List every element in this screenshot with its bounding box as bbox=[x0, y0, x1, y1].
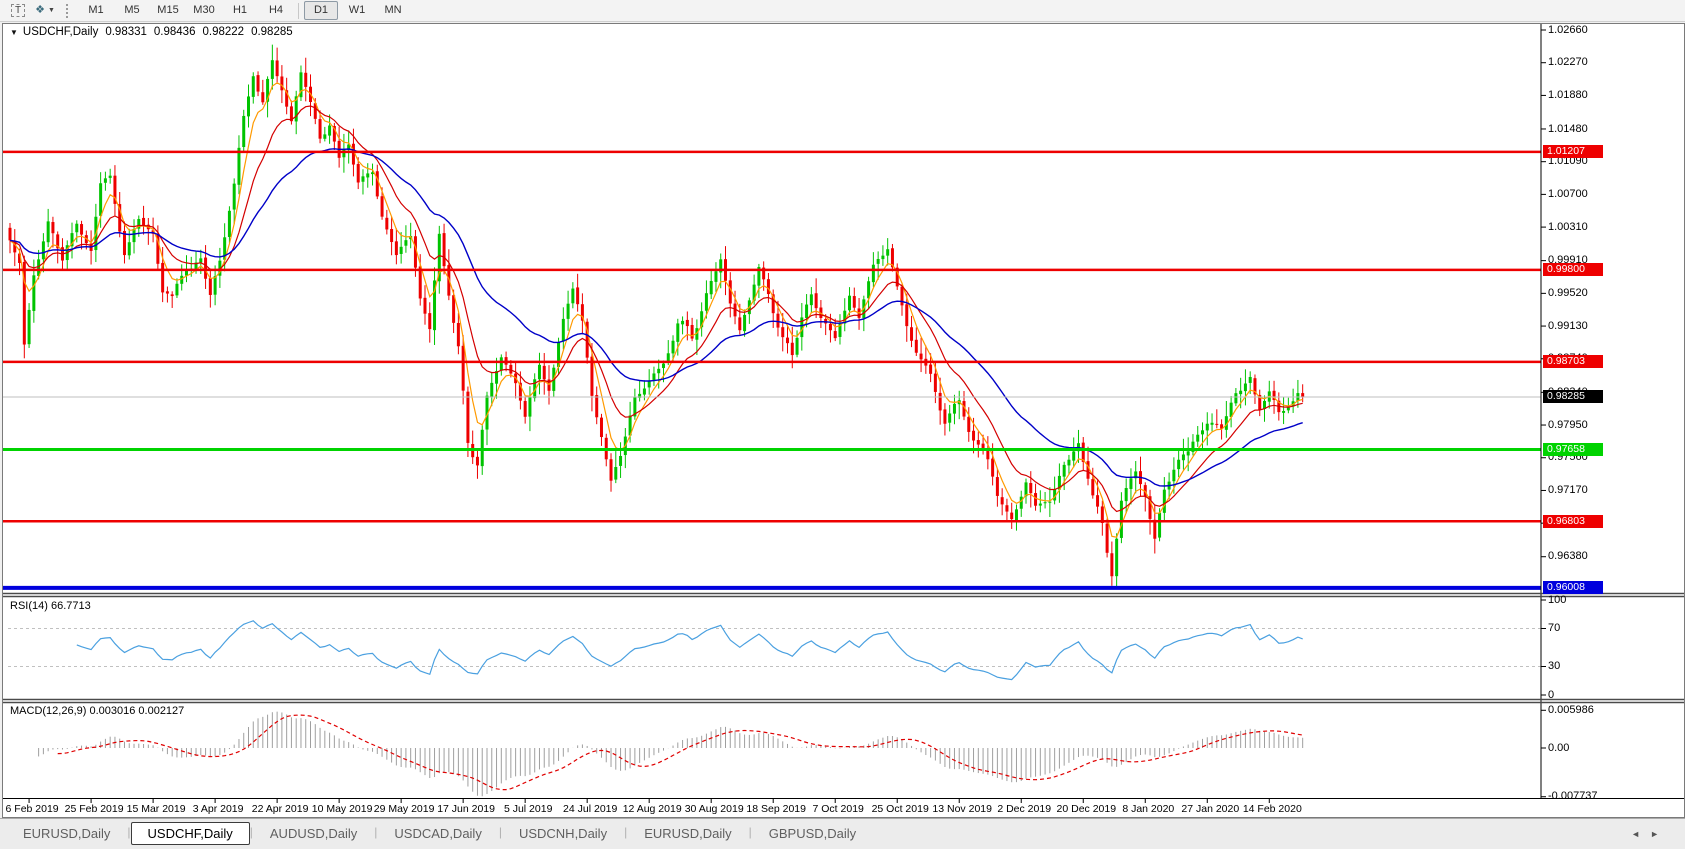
chart-title: ▼ USDCHF,Daily 0.98331 0.98436 0.98222 0.9828… bbox=[10, 26, 293, 38]
price-line-badge: 0.98703 bbox=[1543, 355, 1603, 369]
timeframe-button-M15[interactable]: M15 bbox=[157, 4, 179, 16]
macd-axis-label: 0.00 bbox=[1548, 741, 1570, 754]
chart-title-close: 0.98285 bbox=[251, 26, 293, 38]
date-axis-label: 25 Oct 2019 bbox=[871, 803, 929, 815]
date-axis-label: 30 Aug 2019 bbox=[684, 803, 744, 815]
date-axis-label: 24 Jul 2019 bbox=[563, 803, 618, 815]
timeframe-button-M5[interactable]: M5 bbox=[124, 4, 140, 16]
chart-tab-USDCNH-4[interactable]: USDCNH,Daily bbox=[518, 826, 608, 841]
timeframe-button-H1[interactable]: H1 bbox=[232, 4, 248, 16]
chart-tab-bar: EURUSD,Daily | USDCHF,Daily | AUDUSD,Daily | U… bbox=[0, 818, 1685, 849]
price-line-badge: 0.96803 bbox=[1543, 514, 1603, 528]
price-axis-label: 1.01090 bbox=[1548, 155, 1588, 168]
price-axis-label: 0.96380 bbox=[1548, 550, 1588, 563]
macd-indicator-label: MACD(12,26,9) 0.003016 0.002127 bbox=[10, 705, 185, 717]
price-axis-label: 0.99130 bbox=[1548, 319, 1588, 332]
date-axis-label: 22 Apr 2019 bbox=[251, 803, 309, 815]
date-axis-label: 12 Aug 2019 bbox=[622, 803, 682, 815]
timeframe-button-M1[interactable]: M1 bbox=[88, 4, 104, 16]
price-axis-label: 0.99520 bbox=[1548, 286, 1588, 299]
price-line-badge: 0.99800 bbox=[1543, 263, 1603, 277]
date-axis-label: 10 May 2019 bbox=[311, 803, 373, 815]
chart-title-high: 0.98436 bbox=[153, 26, 196, 38]
timeframe-toolbar: M1 M5 M15 M30 H1 H4 D1 W1 MN bbox=[78, 0, 411, 22]
rsi-level-label: 70 bbox=[1548, 622, 1561, 634]
date-axis-label: 29 May 2019 bbox=[373, 803, 435, 815]
price-line-badge: 1.01207 bbox=[1543, 145, 1603, 159]
top-toolbar: T ❖ ▼ M1 M5 M15 M30 H1 H4 D1 W1 MN bbox=[0, 0, 1685, 22]
price-axis-label: 0.99910 bbox=[1548, 254, 1588, 267]
price-axis-label: 1.00700 bbox=[1548, 187, 1588, 200]
arrange-windows-button[interactable]: ❖ ▼ bbox=[33, 1, 57, 21]
chart-window[interactable]: ▼ USDCHF,Daily 0.98331 0.98436 0.98222 0.9828… bbox=[2, 23, 1685, 818]
toolbar-separator bbox=[298, 2, 299, 19]
price-axis-label: 1.01880 bbox=[1548, 88, 1588, 101]
price-line-badge: 0.97658 bbox=[1543, 443, 1603, 456]
macd-axis-label: 0.005986 bbox=[1548, 703, 1594, 716]
price-axis-label: 0.97950 bbox=[1548, 418, 1588, 431]
date-axis-label: 6 Feb 2019 bbox=[5, 803, 59, 815]
chart-dropdown-icon[interactable]: ▼ bbox=[10, 28, 18, 37]
macd-axis-label: -0.007737 bbox=[1548, 790, 1598, 803]
tab-separator: | bbox=[249, 825, 253, 839]
date-axis-label: 8 Jan 2020 bbox=[1122, 803, 1175, 815]
text-label-icon: T bbox=[10, 4, 26, 17]
tab-separator: | bbox=[374, 825, 378, 839]
price-axis-label: 1.02660 bbox=[1548, 23, 1588, 36]
date-axis-label: 27 Jan 2020 bbox=[1181, 803, 1240, 815]
tab-separator: | bbox=[498, 825, 502, 839]
rsi-level-label: 0 bbox=[1548, 688, 1555, 701]
price-chart-canvas[interactable] bbox=[3, 24, 1684, 817]
timeframe-button-W1[interactable]: W1 bbox=[348, 4, 366, 16]
date-axis-label: 7 Oct 2019 bbox=[812, 803, 864, 815]
price-line-badge: 0.96008 bbox=[1543, 581, 1603, 595]
arrange-windows-icon: ❖ bbox=[35, 4, 45, 16]
tab-scroll-arrows: ◄► bbox=[1631, 829, 1669, 839]
rsi-level-label: 100 bbox=[1548, 593, 1567, 606]
date-axis-label: 15 Mar 2019 bbox=[126, 803, 186, 815]
tab-scroll-right-button[interactable]: ► bbox=[1650, 829, 1669, 839]
text-tool-button[interactable]: T bbox=[6, 1, 30, 21]
tab-separator: | bbox=[624, 825, 628, 839]
chart-title-symbol: USDCHF,Daily bbox=[22, 26, 99, 38]
date-axis-label: 17 Jun 2019 bbox=[437, 803, 495, 815]
date-axis-label: 18 Sep 2019 bbox=[746, 803, 806, 815]
date-axis-label: 5 Jul 2019 bbox=[503, 803, 553, 815]
price-axis-label: 0.97560 bbox=[1548, 451, 1588, 464]
date-axis-label: 13 Nov 2019 bbox=[932, 803, 992, 815]
timeframe-button-MN[interactable]: MN bbox=[384, 4, 402, 16]
rsi-level-label: 30 bbox=[1548, 660, 1561, 672]
rsi-indicator-label: RSI(14) 66.7713 bbox=[10, 600, 91, 612]
price-axis-label: 1.02270 bbox=[1548, 56, 1588, 69]
tab-separator: | bbox=[127, 825, 131, 839]
tab-scroll-left-button[interactable]: ◄ bbox=[1631, 829, 1651, 839]
price-axis-label: 1.01480 bbox=[1548, 122, 1588, 135]
date-axis-label: 2 Dec 2019 bbox=[997, 803, 1052, 815]
date-axis-label: 3 Apr 2019 bbox=[192, 803, 244, 815]
price-axis-label: 1.00310 bbox=[1548, 220, 1588, 233]
chevron-down-icon: ▼ bbox=[47, 7, 55, 14]
chart-tab-USDCAD-3[interactable]: USDCAD,Daily bbox=[394, 826, 482, 841]
timeframe-button-M30[interactable]: M30 bbox=[193, 4, 215, 16]
chart-title-open: 0.98331 bbox=[105, 26, 147, 38]
chart-tab-EURUSD-5[interactable]: EURUSD,Daily bbox=[644, 826, 732, 841]
chart-tab-EURUSD-0[interactable]: EURUSD,Daily bbox=[23, 826, 111, 841]
timeframe-button-D1[interactable]: D1 bbox=[304, 1, 338, 20]
date-axis-label: 25 Feb 2019 bbox=[64, 803, 124, 815]
chart-title-low: 0.98222 bbox=[202, 26, 245, 38]
date-axis-label: 14 Feb 2020 bbox=[1242, 803, 1302, 815]
tab-separator: | bbox=[748, 825, 752, 839]
toolbar-grip[interactable] bbox=[66, 3, 70, 18]
chart-tab-USDCHF-1[interactable]: USDCHF,Daily bbox=[130, 822, 250, 845]
current-price-badge: 0.98285 bbox=[1543, 390, 1603, 404]
price-axis-label: 0.97170 bbox=[1548, 484, 1588, 496]
chart-tab-GBPUSD-6[interactable]: GBPUSD,Daily bbox=[768, 826, 857, 841]
chart-tab-AUDUSD-2[interactable]: AUDUSD,Daily bbox=[269, 826, 358, 841]
date-axis-label: 20 Dec 2019 bbox=[1056, 803, 1117, 815]
timeframe-button-H4[interactable]: H4 bbox=[268, 4, 284, 16]
